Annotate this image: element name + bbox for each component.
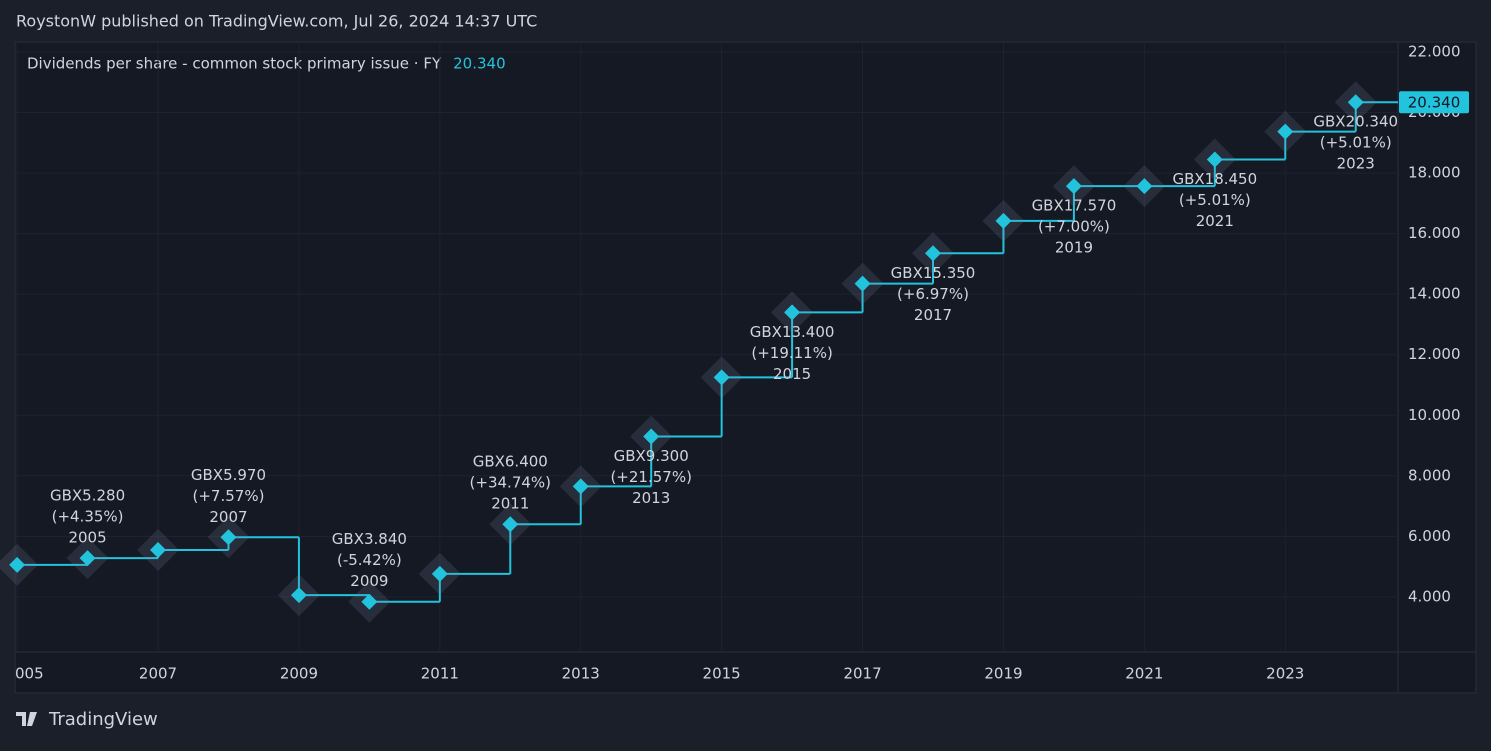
data-label: 2007 [209,508,247,526]
brand-logo [16,712,37,726]
point [854,275,871,292]
data-label: GBX3.840 [332,530,407,548]
y-tick-label: 6.000 [1408,527,1451,545]
point [784,304,801,321]
data-label: GBX5.280 [50,487,125,505]
data-label: GBX5.970 [191,466,266,484]
point [1347,94,1364,111]
data-label: 2013 [632,489,670,507]
point [290,587,307,604]
data-label: (-5.42%) [337,551,402,569]
data-label: 2009 [350,572,388,590]
x-tick-label: 2019 [984,665,1022,683]
y-tick-label: 14.000 [1408,285,1461,303]
point [713,369,730,386]
price-tag [1399,91,1469,114]
data-label: (+21.57%) [610,468,691,486]
x-tick-label: 2013 [562,665,600,683]
x-tick-label: 2017 [843,665,881,683]
data-label: GBX13.400 [750,323,835,341]
data-label: (+7.57%) [193,487,265,505]
data-label: 2019 [1055,239,1093,257]
x-tick-label: 2011 [421,665,459,683]
point [1136,178,1153,195]
point [79,550,96,567]
data-label: 2023 [1337,155,1375,173]
point [572,478,589,495]
x-tick-label: 2007 [139,665,177,683]
header-title: RoystonW published on TradingView.com, J… [16,12,537,31]
x-tick-label: 2009 [280,665,318,683]
point [1065,178,1082,195]
point [1206,151,1223,168]
data-label: (+5.01%) [1179,191,1251,209]
data-label: GBX18.450 [1172,170,1257,188]
point [150,541,167,558]
data-label: GBX17.570 [1032,197,1117,215]
point [431,565,448,582]
data-label: GBX6.400 [473,453,548,471]
data-label: (+34.74%) [470,474,551,492]
data-label: GBX15.350 [891,264,976,282]
point [1277,123,1294,140]
data-label: GBX9.300 [614,447,689,465]
price-tag-label: 20.340 [1408,94,1461,112]
x-tick-label: 2015 [703,665,741,683]
data-label: (+6.97%) [897,285,969,303]
point [361,593,378,610]
data-label: (+19.11%) [751,344,832,362]
y-tick-label: 18.000 [1408,164,1461,182]
y-tick-label: 4.000 [1408,587,1451,605]
point [9,556,26,573]
point [220,529,237,546]
legend-name: Dividends per share - common stock prima… [27,55,442,73]
y-tick-label: 10.000 [1408,406,1461,424]
point [995,212,1012,229]
y-tick-label: 8.000 [1408,466,1451,484]
y-tick-label: 12.000 [1408,345,1461,363]
y-tick-label: 22.000 [1408,42,1461,60]
point [502,516,519,533]
x-tick-label: 005 [15,665,44,683]
data-label: 2011 [491,495,529,513]
point [643,428,660,445]
data-label: 2017 [914,306,952,324]
logo-dot [29,712,35,718]
data-label: GBX20.340 [1313,113,1398,131]
data-label: (+5.01%) [1320,134,1392,152]
data-label: 2005 [68,529,106,547]
y-tick-label: 16.000 [1408,224,1461,242]
data-label: (+7.00%) [1038,218,1110,236]
brand-name[interactable]: TradingView [48,709,158,730]
data-label: 2021 [1196,212,1234,230]
x-tick-label: 2021 [1125,665,1163,683]
legend-value: 20.340 [453,55,506,73]
data-label: (+4.35%) [52,508,124,526]
x-tick-label: 2023 [1266,665,1304,683]
point [925,245,942,262]
data-label: 2015 [773,365,811,383]
chart-pane [14,41,1477,694]
